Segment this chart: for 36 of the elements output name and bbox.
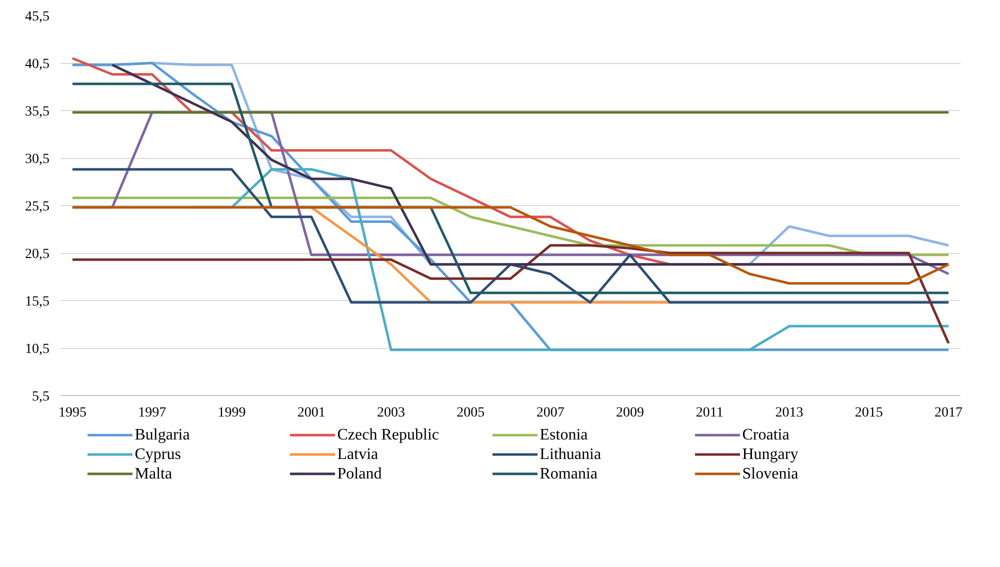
y-tick-label: 45,5	[25, 10, 50, 24]
x-tick-label: 2003	[377, 406, 406, 420]
y-tick-label: 5,5	[32, 390, 50, 404]
x-tick-label: 2001	[297, 406, 326, 420]
x-tick-label: 2009	[616, 406, 644, 420]
y-tick-label: 25,5	[25, 200, 50, 214]
x-tick-label: 2007	[536, 406, 564, 420]
legend-label: Poland	[337, 465, 382, 482]
legend-label: Romania	[540, 465, 598, 482]
line-series	[71, 168, 950, 304]
x-tick-label: 2013	[775, 406, 804, 420]
legend-label: Lithuania	[540, 446, 602, 463]
legend-label: Estonia	[540, 426, 588, 444]
y-tick-label: 10,5	[25, 342, 50, 357]
x-tick-label: 2005	[456, 406, 485, 420]
x-tick-label: 2011	[696, 406, 724, 420]
x-tick-label: 2017	[934, 406, 963, 420]
y-tick-label: 40,5	[25, 57, 50, 72]
x-tick-label: 1995	[58, 406, 86, 420]
legend-label: Slovenia	[742, 465, 798, 482]
legend-label: Croatia	[742, 426, 790, 444]
legend-label: Czech Republic	[337, 426, 439, 444]
x-tick-label: 2015	[854, 406, 883, 420]
legend-label: Malta	[134, 465, 172, 482]
y-tick-label: 15,5	[25, 294, 50, 310]
line-series	[71, 206, 950, 285]
y-tick-label: 20,5	[25, 247, 50, 262]
legend-label: Hungary	[742, 446, 798, 463]
x-tick-label: 1999	[218, 406, 246, 420]
legend-label: Bulgaria	[134, 426, 190, 444]
legend-label: Cyprus	[134, 446, 181, 463]
y-tick-label: 35,5	[25, 104, 50, 120]
line-series	[71, 244, 950, 344]
y-tick-label: 30,5	[25, 152, 50, 167]
x-tick-label: 1997	[138, 406, 166, 420]
legend-label: Latvia	[337, 446, 378, 463]
